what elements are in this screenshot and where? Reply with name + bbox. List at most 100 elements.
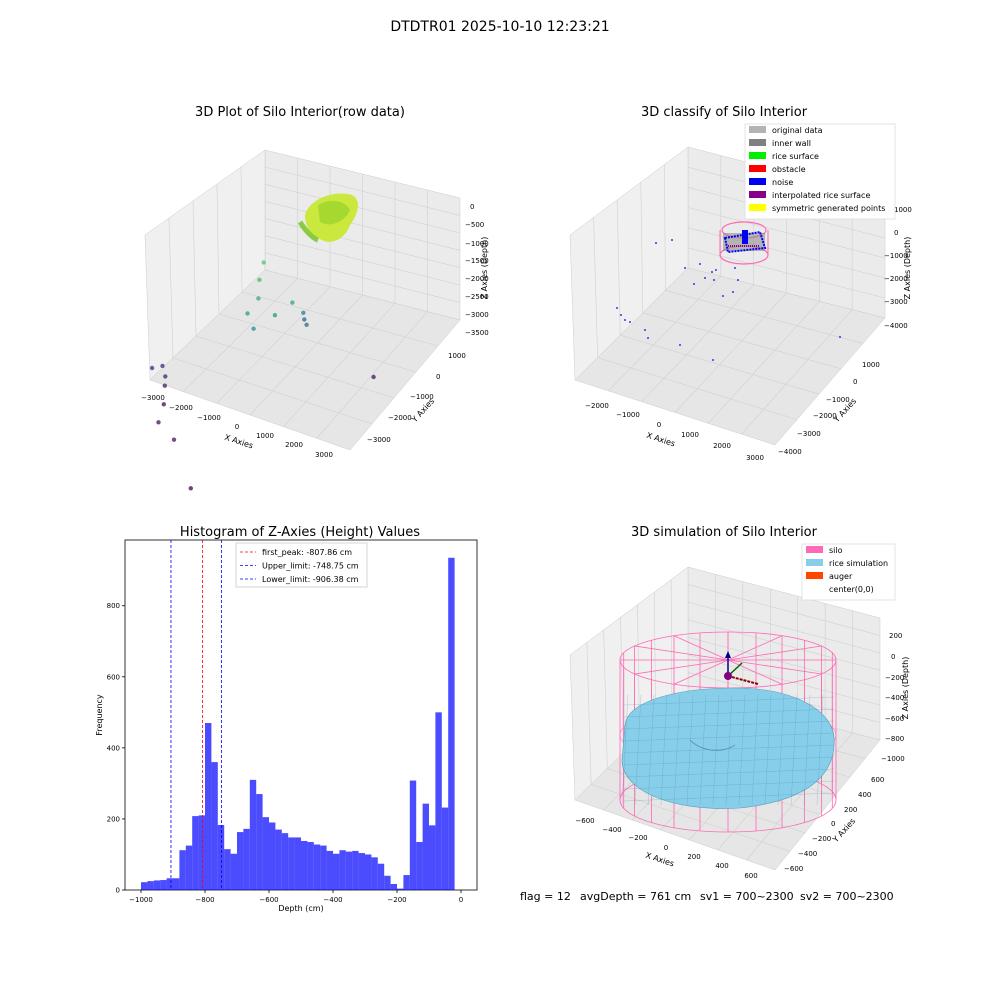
panel3-y-ticks: 0 200 400 600 800	[107, 602, 125, 895]
panel3-x-ticks: −1000 −800 −600 −400 −200 0	[129, 890, 463, 904]
status-footer: flag = 12 avgDepth = 761 cm sv1 = 700~23…	[520, 890, 894, 903]
legend-label: Lower_limit: -906.38 cm	[262, 575, 359, 584]
legend-label: original data	[772, 126, 823, 135]
panel1-title: 3D Plot of Silo Interior(row data)	[195, 105, 405, 120]
grid-line	[741, 309, 853, 435]
legend-swatch	[749, 178, 766, 185]
histogram-bar	[307, 842, 314, 890]
panel2-x-tick: 1000	[681, 431, 699, 439]
data-point	[161, 402, 166, 407]
panel4-y-tick: 600	[871, 776, 884, 784]
panel3-plot-area	[124, 539, 478, 891]
legend-swatch	[749, 139, 766, 146]
legend-label: obstacle	[772, 165, 806, 174]
legend-label: rice surface	[772, 152, 819, 161]
mesh-line	[738, 694, 746, 806]
grid-line	[687, 636, 881, 689]
panel4-y-tick: 0	[831, 820, 835, 828]
histogram-bar	[352, 850, 359, 890]
panel1-z-tick: −500	[465, 221, 484, 229]
data-point	[712, 359, 714, 361]
histogram-bar	[179, 850, 186, 890]
histogram-bar	[243, 828, 250, 890]
panel4-x-tick: 200	[687, 853, 700, 861]
panel2-z-tick: −2000	[884, 275, 908, 283]
panel2-y-tick: −4000	[778, 448, 802, 456]
panel1-z-label: Z Axies (Depth)	[480, 237, 489, 300]
panel2-z-tick: 0	[894, 229, 898, 237]
data-point	[734, 267, 736, 269]
panel-simulation: 3D simulation of Silo Interior	[569, 525, 910, 880]
panel2-axes-box	[569, 146, 886, 446]
histogram-bar	[403, 875, 410, 890]
panel4-y-tick: 400	[858, 791, 871, 799]
legend-swatch	[749, 126, 766, 133]
data-point	[722, 295, 724, 297]
histogram-bar	[185, 845, 193, 890]
grid-line	[641, 284, 754, 402]
mesh-line	[623, 732, 835, 742]
data-point	[261, 260, 266, 265]
grid-line	[608, 276, 722, 392]
panel4-x-tick: 0	[664, 844, 668, 852]
mesh-line	[623, 696, 835, 706]
silo-line	[634, 645, 729, 661]
histogram-bar	[141, 882, 148, 890]
mesh-line	[634, 694, 642, 806]
data-point	[655, 242, 657, 244]
legend-swatch	[749, 152, 766, 159]
panel2-x-label: X Axies	[645, 431, 676, 449]
data-point	[620, 314, 622, 316]
panel4-y-ticks: 600 400 200 0 −200 −400 −600	[784, 776, 884, 873]
legend-label: interpolated rice surface	[772, 191, 870, 200]
mesh-line	[623, 756, 835, 766]
histogram-bar	[448, 557, 455, 890]
data-point	[301, 310, 306, 315]
panel4-z-tick: 200	[889, 632, 902, 640]
grid-line	[665, 290, 864, 344]
panel2-x-tick: 2000	[713, 442, 731, 450]
grid-line	[264, 218, 461, 269]
histogram-bar	[371, 857, 378, 890]
data-point	[647, 337, 649, 339]
y-tick-label: 400	[107, 744, 120, 752]
panel1-z-ticks: 0 −500 −1000 −1500 −2000 −2500 −3000 −35…	[465, 203, 489, 337]
legend-label: inner wall	[772, 139, 811, 148]
panel1-x-ticks: −3000 −2000 −1000 0 1000 2000 3000	[141, 394, 333, 459]
data-point	[257, 277, 262, 282]
histogram-bar	[281, 833, 289, 890]
grid-line	[249, 294, 363, 416]
panel2-x-tick: −1000	[616, 411, 640, 419]
panel4-y-tick: −600	[784, 865, 803, 873]
panel-classify: 3D classify of Silo Interior −2000 −1000…	[569, 105, 912, 462]
silo-line	[673, 635, 729, 661]
grid-line	[593, 217, 598, 358]
panel2-x-tick: 3000	[746, 454, 764, 462]
grid-line	[642, 312, 842, 370]
histogram-bar	[409, 780, 417, 890]
footer-avg-depth: avgDepth = 761 cm	[580, 890, 691, 903]
panel2-z-label: Z Axies (Depth)	[903, 237, 912, 300]
mesh-line	[803, 694, 811, 806]
data-point	[163, 374, 168, 379]
histogram-bar	[288, 837, 295, 890]
data-point	[272, 313, 278, 318]
grid-line	[316, 311, 428, 439]
mesh-line	[647, 694, 655, 806]
grid-line	[687, 247, 886, 299]
data-point	[245, 311, 250, 316]
panel1-z-tick: −1000	[465, 240, 489, 248]
panel3-title: Histogram of Z-Axies (Height) Values	[180, 525, 420, 540]
panel2-title: 3D classify of Silo Interior	[641, 105, 808, 120]
panel4-title: 3D simulation of Silo Interior	[631, 525, 818, 540]
grid-line	[264, 183, 461, 234]
histogram-bar	[435, 712, 442, 890]
mesh-line	[623, 708, 835, 718]
histogram-bar	[358, 853, 365, 890]
panel1-x-tick: −3000	[141, 394, 165, 402]
panel4-z-tick: −1000	[881, 755, 905, 763]
legend-label: silo	[829, 546, 843, 555]
x-tick-label: −1000	[129, 896, 153, 904]
legend-label: auger	[829, 572, 853, 581]
grid-line	[640, 182, 644, 313]
